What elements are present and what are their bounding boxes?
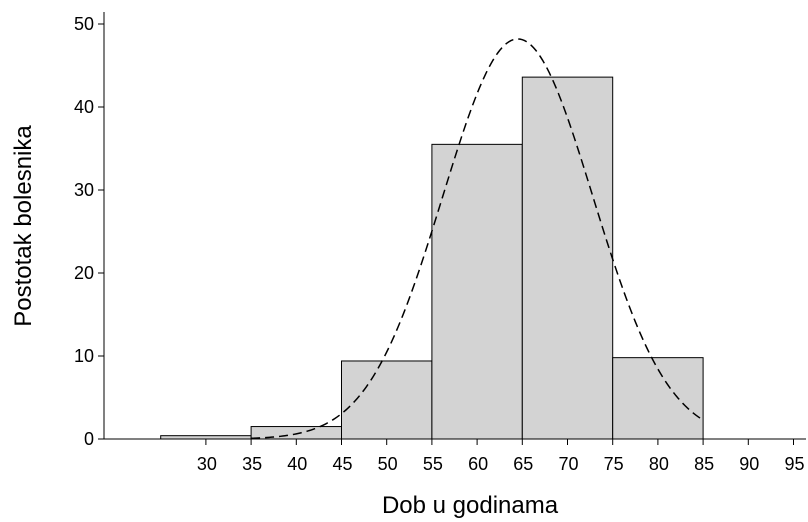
y-tick-label-40: 40: [74, 97, 94, 117]
y-tick-label-0: 0: [84, 429, 94, 449]
x-ticks-group: 30 35 40 45 50 55 60 65 70 75 80 85 90 95: [197, 439, 805, 474]
axes-group: [103, 12, 806, 440]
histogram-bar-65-75: [521, 76, 614, 440]
x-tick-label-95: 95: [784, 454, 804, 474]
x-tick-label-60: 60: [468, 454, 488, 474]
y-tick-label-20: 20: [74, 263, 94, 283]
x-tick-label-90: 90: [739, 454, 759, 474]
x-tick-label-85: 85: [694, 454, 714, 474]
x-tick-label-30: 30: [197, 454, 217, 474]
y-tick-label-10: 10: [74, 346, 94, 366]
x-tick-label-40: 40: [287, 454, 307, 474]
histogram-bar-55-65: [431, 143, 523, 440]
x-tick-label-65: 65: [513, 454, 533, 474]
x-tick-label-50: 50: [378, 454, 398, 474]
x-tick-label-75: 75: [604, 454, 624, 474]
normal-fit-curve: [251, 38, 704, 440]
y-ticks-group: 0 10 20 30 40 50: [74, 14, 104, 449]
x-tick-label-45: 45: [332, 454, 352, 474]
curve-layer: [251, 38, 704, 440]
y-axis-title: Postotak bolesnika: [10, 125, 37, 327]
y-tick-label-50: 50: [74, 14, 94, 34]
y-tick-label-30: 30: [74, 180, 94, 200]
histogram-bar-35-45: [250, 426, 343, 440]
bars-group: [160, 76, 704, 440]
x-axis-title: Dob u godinama: [382, 492, 559, 519]
x-tick-label-55: 55: [423, 454, 443, 474]
x-tick-label-35: 35: [242, 454, 262, 474]
x-tick-label-80: 80: [649, 454, 669, 474]
x-tick-label-70: 70: [558, 454, 578, 474]
